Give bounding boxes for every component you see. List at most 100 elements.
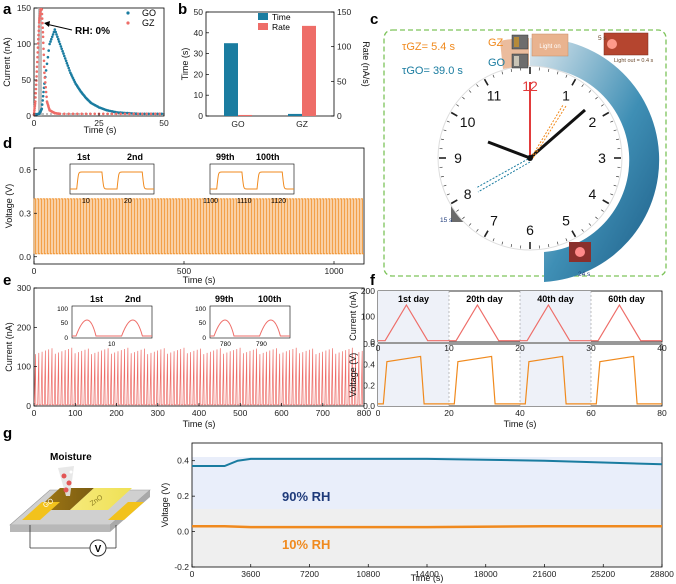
panel-a-point-gz-85 — [115, 112, 118, 116]
panel-c-clock-tick — [446, 120, 450, 123]
panel-a-point-go-33 — [56, 35, 59, 39]
panel-a-point-gz-45 — [42, 53, 46, 57]
panel-b-ytick-label: 10 — [194, 90, 204, 100]
panel-c-24s: 24 s — [578, 271, 591, 278]
panel-f-bottom-xtick-label: 80 — [657, 408, 667, 418]
panel-b-ylabel-right: Rate (nA/s) — [361, 41, 371, 87]
panel-d-ytick-label: 0.6 — [19, 165, 31, 175]
panel-c-clock-number: 7 — [490, 212, 498, 228]
panel-e-ylabel: Current (nA) — [4, 322, 14, 372]
panel-c-clock-tick — [565, 74, 568, 78]
panel-a-point-gz-29 — [39, 10, 42, 13]
panel-e-inset2-label1: 99th — [215, 294, 234, 304]
panel-e-ytick-label: 0 — [26, 401, 31, 411]
panel-g-xtick-label: 21600 — [533, 569, 557, 579]
panel-d-inset2-label1: 99th — [216, 152, 235, 162]
panel-a-xtick-label: 50 — [159, 118, 169, 128]
panel-c-clock-tick — [581, 229, 584, 232]
panel-a-point-go-24 — [48, 42, 51, 46]
panel-c-clock-number: 9 — [454, 150, 462, 166]
panel-a-point-gz-8 — [34, 91, 37, 95]
panel-a-point-gz-28 — [38, 12, 42, 16]
panel-c-clock-tick — [468, 90, 472, 93]
panel-g-series-90 — [192, 457, 663, 467]
panel-a-point-gz-6 — [34, 100, 37, 103]
panel-f-top-xtick-label: 20 — [515, 343, 525, 353]
panel-f-day-label: 20th day — [466, 294, 503, 304]
panel-c-clock-tick — [468, 223, 472, 226]
panel-c-5s: 5 s — [598, 35, 607, 42]
panel-f-bottom-xtick-label: 20 — [444, 408, 454, 418]
panel-f-top-xtick-label: 0 — [376, 343, 381, 353]
panel-e-xtick-label: 600 — [274, 408, 288, 418]
panel-c-clock-tick — [476, 84, 479, 87]
panel-a-point-gz-36 — [40, 8, 44, 11]
panel-c-clock-tick — [565, 238, 568, 242]
panel-b-category-label: GZ — [296, 119, 308, 129]
panel-a-xtick-label: 25 — [94, 118, 104, 128]
panel-g-series-10 — [192, 525, 662, 529]
panel-c-clock-tick — [501, 241, 504, 245]
panel-f-bottom-ylabel: Voltage (V) — [348, 353, 358, 398]
panel-a-point-go-26 — [50, 37, 53, 41]
panel-c-15s: 15 s — [440, 217, 453, 224]
panel-f-voltage-series — [378, 355, 662, 405]
panel-b-bar-time-gz — [288, 113, 302, 116]
panel-e-xtick-label: 400 — [192, 408, 206, 418]
panel-d-ytick-label: 0.3 — [19, 208, 31, 218]
panel-a-point-gz-3 — [33, 106, 36, 110]
panel-b-ytick-label: 40 — [194, 28, 204, 38]
panel-d-inset2-tick2: 1110 — [237, 198, 252, 205]
panel-a-point-go-27 — [50, 35, 54, 39]
panel-g-label-10: 10% RH — [282, 537, 330, 552]
panel-a-point-gz-74 — [67, 112, 70, 116]
panel-a-point-gz-95 — [158, 112, 161, 116]
panel-c-arc-light-out: Light out — [508, 259, 539, 268]
panel-a-point-gz-37 — [40, 12, 44, 16]
panel-b-legend-rate: Rate — [272, 22, 290, 32]
panel-a-point-go-35 — [57, 40, 61, 43]
panel-b-ytick-right-label: 0 — [337, 111, 342, 121]
panel-a-point-go-46 — [67, 66, 70, 70]
panel-c-clock-tick — [610, 120, 614, 123]
panel-a-point-gz-78 — [84, 112, 88, 116]
panel-a-point-go-107 — [147, 112, 151, 116]
panel-a-point-go-13 — [40, 103, 44, 106]
panel-c-clock-number: 6 — [526, 222, 534, 238]
panel-d-series — [33, 198, 364, 255]
panel-c-clock-tick — [492, 238, 495, 242]
panel-d-xtick-label: 1000 — [325, 266, 344, 276]
panel-c-clock-tick — [556, 241, 559, 245]
panel-a-ytick-label: 0 — [26, 111, 31, 121]
panel-a-point-go-43 — [64, 59, 68, 63]
panel-a-point-gz-25 — [38, 18, 41, 22]
panel-a-point-gz-82 — [102, 112, 105, 116]
panel-b-ytick-label: 50 — [194, 7, 204, 17]
panel-a-point-gz-17 — [36, 51, 39, 54]
panel-a-point-gz-18 — [36, 46, 40, 49]
panel-a-point-gz-26 — [38, 16, 41, 20]
panel-c-label-gz: GZ — [488, 37, 504, 49]
panel-c-clock-tick — [440, 138, 444, 140]
panel-e-inset1-label2: 2nd — [125, 294, 141, 304]
panel-a-chart: 0 25 50 0 50 100 150 Time (s) Current (nA) RH:… — [2, 3, 169, 135]
panel-g-xtick-label: 28800 — [650, 569, 674, 579]
panel-a-point-gz-94 — [154, 112, 157, 116]
panel-c-clock-tick — [548, 68, 550, 72]
panel-f-top-xtick-label: 10 — [444, 343, 454, 353]
panel-f-top-ylabel: Current (nA) — [348, 291, 358, 341]
panel-a-ytick-label: 50 — [22, 75, 32, 85]
panel-a-point-go-12 — [40, 107, 44, 111]
panel-f-top-xtick-label: 30 — [586, 343, 596, 353]
panel-c-light-out-box: Light out = 0.4 s — [614, 58, 654, 64]
panel-g-chart: V GO ZnO Moisture 0 3600 7200 10800 14400 180… — [9, 442, 674, 583]
panel-a-point-gz-13 — [35, 70, 39, 73]
panel-e-inset2-y2: 100 — [195, 306, 206, 313]
panel-a-point-go-109 — [151, 112, 155, 116]
panel-c-clock-number: 5 — [562, 212, 570, 228]
panel-d-inset2-tick3: 1120 — [271, 198, 286, 205]
panel-a-point-gz-86 — [119, 112, 122, 116]
panel-a-point-gz-76 — [76, 112, 79, 116]
panel-d-inset1-tick2: 20 — [124, 198, 132, 205]
